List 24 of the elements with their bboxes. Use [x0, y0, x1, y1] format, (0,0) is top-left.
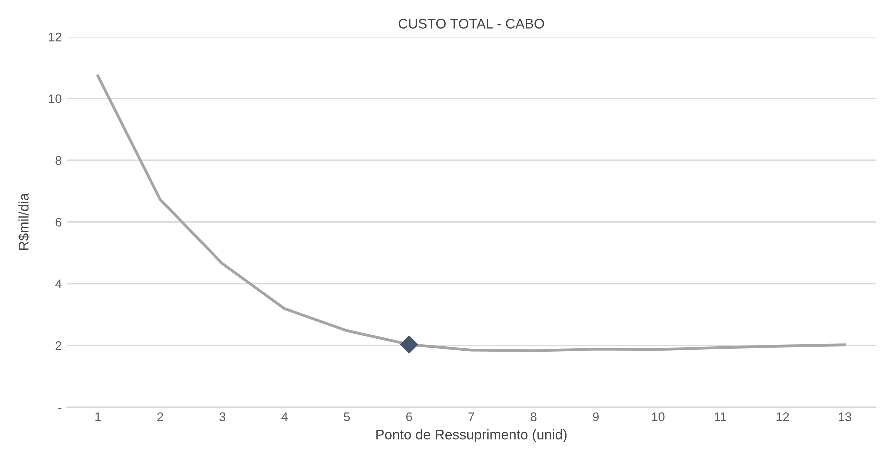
x-tick-label: 2	[158, 412, 164, 422]
x-tick-label: 8	[530, 412, 537, 422]
x-tick-label: 11	[714, 412, 726, 422]
y-tick-label: 8	[56, 156, 62, 166]
y-tick-label: -	[58, 408, 62, 410]
x-tick-label: 9	[593, 412, 599, 422]
x-tick-label: 5	[344, 412, 350, 422]
x-tick-label: 1	[96, 412, 102, 422]
y-tick-label: 12	[49, 32, 62, 42]
x-axis-title: Ponto de Ressuprimento (unid)	[376, 430, 567, 442]
y-axis-title: R$mil/dia	[18, 193, 30, 250]
y-tick-label: 2	[56, 342, 62, 350]
x-tick-label: 3	[220, 412, 226, 422]
y-tick-label: 10	[49, 94, 62, 104]
y-tick-label: 6	[56, 218, 62, 227]
chart-title: CUSTO TOTAL - CABO	[398, 19, 544, 29]
y-tick-label: 4	[56, 280, 62, 289]
x-tick-label: 10	[652, 412, 665, 422]
x-tick-label: 13	[839, 412, 852, 422]
x-tick-label: 6	[406, 412, 412, 422]
x-tick-label: 7	[468, 412, 474, 422]
line-series	[96, 74, 846, 352]
x-tick-label: 12	[776, 412, 790, 422]
x-tick-label: 4	[282, 412, 288, 422]
